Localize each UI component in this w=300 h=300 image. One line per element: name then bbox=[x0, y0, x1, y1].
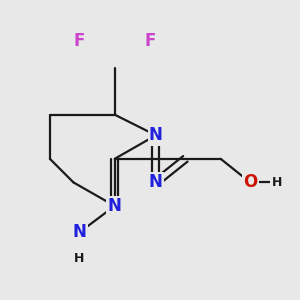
Text: N: N bbox=[72, 224, 86, 242]
Text: F: F bbox=[144, 32, 156, 50]
Text: F: F bbox=[74, 32, 85, 50]
Text: N: N bbox=[149, 173, 163, 191]
Text: N: N bbox=[108, 197, 122, 215]
Text: H: H bbox=[272, 176, 282, 189]
Text: O: O bbox=[243, 173, 257, 191]
Text: H: H bbox=[74, 252, 85, 266]
Text: N: N bbox=[149, 126, 163, 144]
